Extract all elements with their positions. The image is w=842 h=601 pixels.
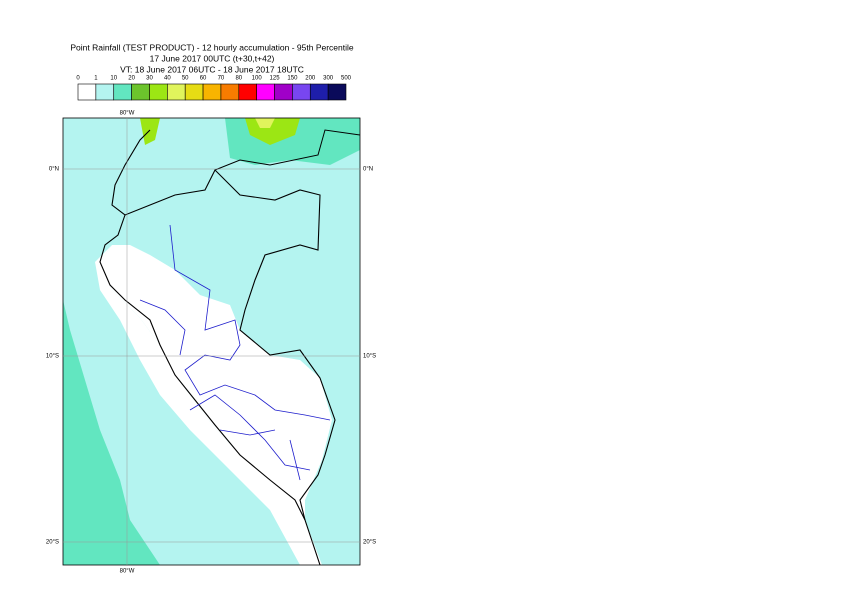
legend-label: 30	[146, 76, 153, 82]
map-area	[63, 118, 360, 565]
legend-label: 300	[323, 76, 334, 82]
legend-swatch	[256, 83, 275, 101]
legend-swatch	[238, 83, 257, 101]
legend-label: 0	[76, 76, 80, 82]
legend-swatch	[309, 83, 329, 101]
legend-label: 20	[128, 76, 135, 82]
legend-swatch	[131, 83, 150, 101]
latitude-label: 0°N	[363, 167, 373, 173]
legend-swatch	[77, 83, 97, 101]
country-border	[124, 169, 336, 521]
legend-swatch	[220, 83, 240, 101]
rain-field	[255, 118, 275, 128]
legend-swatch	[184, 83, 204, 101]
legend-swatch	[274, 83, 293, 101]
legend-swatch	[149, 83, 168, 101]
legend-label: 10	[110, 76, 117, 82]
legend-label: 100	[252, 76, 263, 82]
run-time: 17 June 2017 00UTC (t+30,t+42)	[150, 53, 275, 63]
latitude-label: 20°S	[46, 540, 59, 546]
legend-swatch	[95, 83, 115, 101]
legend-swatch	[167, 83, 186, 101]
longitude-label: 80°W	[120, 111, 135, 117]
legend: 0 1 10 20 30 40 50 60 70 80 100 125 150 200 300 500	[76, 76, 352, 101]
legend-label: 1	[94, 76, 98, 82]
rain-field	[140, 118, 160, 145]
legend-label: 60	[200, 76, 207, 82]
graticule: 80°W 80°W 0°N 0°N 10°S 10°S 20°S 20°S	[46, 111, 376, 575]
valid-time: VT: 18 June 2017 06UTC - 18 June 2017 18…	[120, 64, 304, 74]
legend-swatch	[113, 83, 132, 101]
legend-swatch	[327, 83, 347, 101]
latitude-label: 0°N	[49, 167, 59, 173]
map-frame	[62, 117, 361, 566]
legend-label: 500	[341, 76, 352, 82]
legend-label: 50	[182, 76, 189, 82]
legend-swatch	[202, 83, 222, 101]
title: Point Rainfall (TEST PRODUCT) - 12 hourl…	[70, 42, 354, 52]
legend-label: 40	[164, 76, 171, 82]
region-border	[139, 224, 331, 481]
legend-label: 150	[287, 76, 298, 82]
coastline	[99, 129, 321, 565]
legend-swatch	[292, 83, 311, 101]
legend-label: 80	[235, 76, 242, 82]
latitude-label: 20°S	[363, 540, 376, 546]
country-border	[214, 129, 360, 171]
rain-field	[63, 300, 160, 565]
legend-label: 125	[270, 76, 281, 82]
longitude-label: 80°W	[120, 569, 135, 575]
legend-label: 70	[218, 76, 225, 82]
latitude-label: 10°S	[363, 354, 376, 360]
latitude-label: 10°S	[46, 354, 59, 360]
legend-label: 200	[305, 76, 316, 82]
dry-coast	[95, 245, 322, 565]
